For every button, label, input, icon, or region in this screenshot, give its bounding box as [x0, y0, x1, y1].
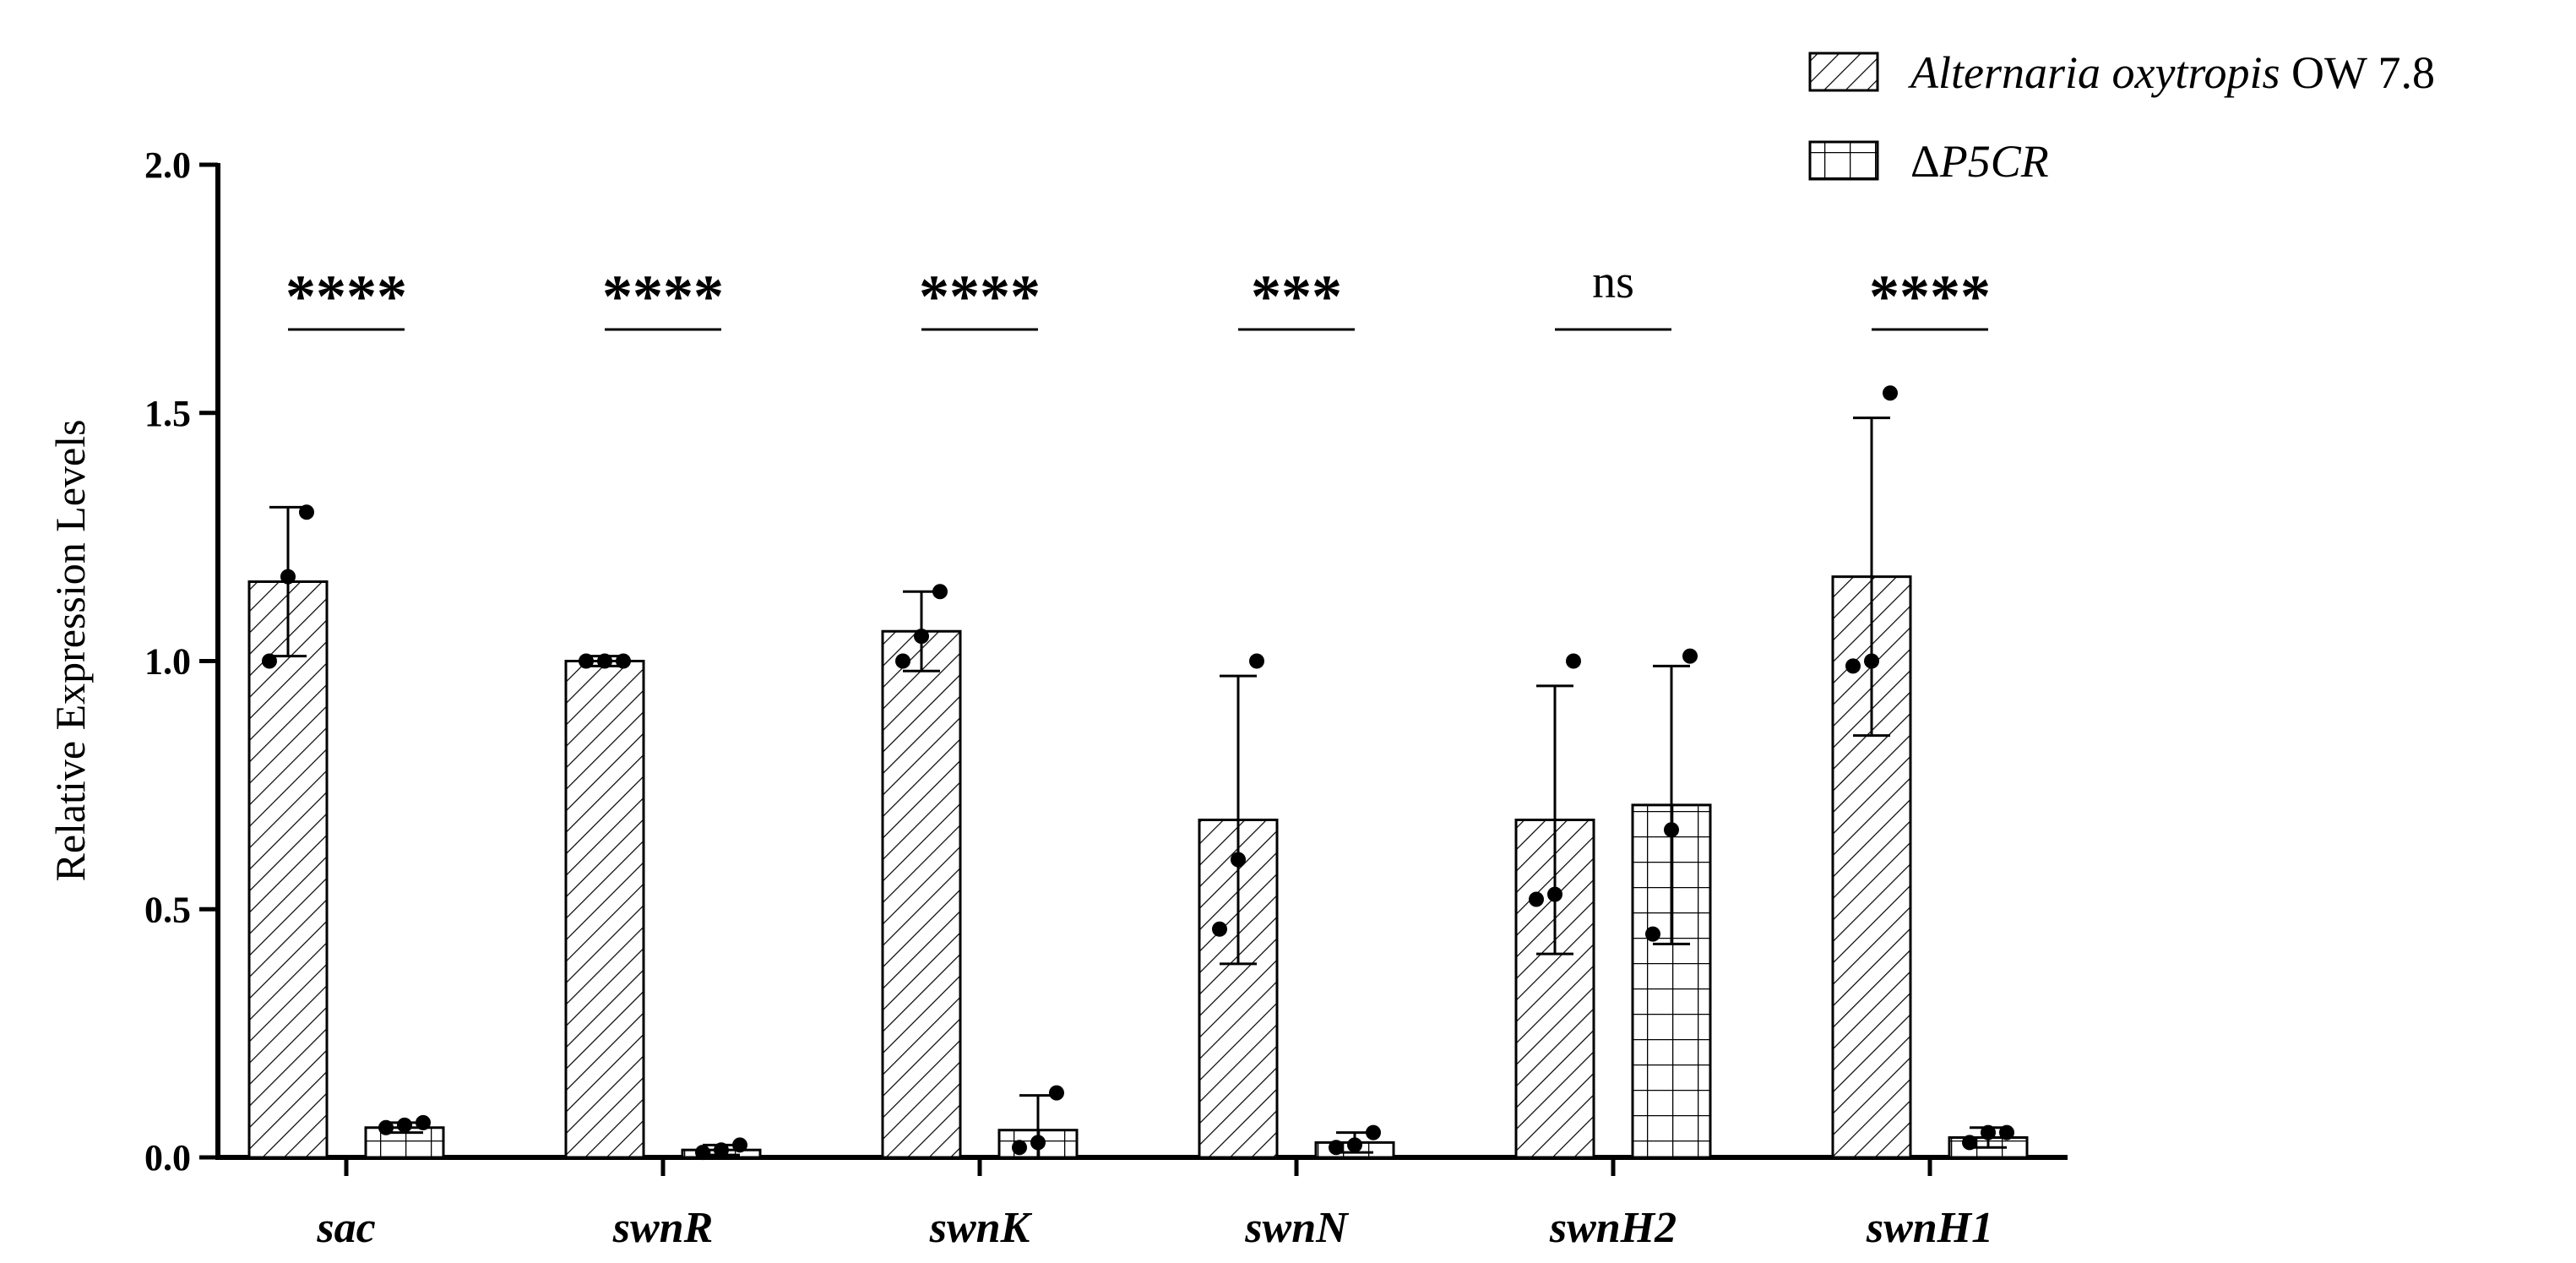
data-point [1547, 886, 1562, 902]
data-point [1529, 891, 1544, 907]
data-point [1231, 852, 1246, 868]
x-tick-label: swnH1 [1866, 1204, 1993, 1252]
y-tick-label: 1.0 [144, 641, 191, 683]
data-point [1664, 822, 1679, 838]
data-point [579, 653, 594, 669]
y-tick-label: 0.5 [144, 889, 191, 930]
data-point [1030, 1135, 1046, 1151]
data-point [1962, 1135, 1977, 1151]
legend-label: Alternaria oxytropis OW 7.8 [1908, 47, 2435, 98]
data-point [378, 1119, 394, 1135]
data-point [1883, 385, 1898, 401]
x-tick-label: swnH2 [1549, 1204, 1677, 1252]
data-point [1999, 1124, 2014, 1141]
bar [564, 660, 645, 1159]
bar [247, 580, 329, 1159]
x-tick-label: swnR [612, 1204, 714, 1252]
data-point [262, 653, 277, 669]
x-tick-label: swnK [929, 1204, 1033, 1252]
x-tick-label: swnN [1244, 1204, 1350, 1252]
data-point [299, 504, 314, 520]
data-point [1981, 1124, 1996, 1141]
bar [881, 629, 962, 1159]
data-point [895, 653, 910, 669]
legend-label: ΔP5CR [1910, 136, 2049, 187]
significance-label: **** [919, 263, 1041, 330]
significance-annotations: **** **** **** *** ns **** [285, 256, 1991, 331]
data-point [1329, 1140, 1344, 1156]
data-point [1212, 921, 1227, 937]
data-point [714, 1142, 729, 1158]
data-point [597, 653, 612, 669]
significance-label: **** [1869, 263, 1991, 330]
bars [247, 385, 2029, 1161]
data-point [280, 569, 296, 585]
significance-label: ns [1592, 256, 1634, 308]
axes: 0.0 0.5 1.0 1.5 2.0 sac swnR swnK swnN swnH2 swnH1 [144, 144, 2068, 1252]
data-point [1845, 658, 1861, 674]
data-point [1645, 926, 1660, 942]
legend-swatch [1808, 52, 1879, 92]
data-point [1366, 1124, 1381, 1141]
x-tick-label: sac [316, 1204, 375, 1252]
data-point [1682, 648, 1698, 664]
data-point [1049, 1085, 1064, 1101]
data-point [695, 1145, 710, 1161]
y-tick-label: 0.0 [144, 1137, 191, 1179]
bar [1631, 803, 1712, 1159]
legend: Alternaria oxytropis OW 7.8 ΔP5CR [1808, 47, 2435, 187]
data-point [1249, 653, 1264, 669]
data-point [932, 584, 948, 600]
y-tick-label: 2.0 [144, 144, 191, 186]
data-point [1566, 653, 1581, 669]
data-point [1347, 1137, 1362, 1153]
legend-swatch [1808, 140, 1879, 181]
y-axis-label: Relative Expression Levels [46, 419, 94, 881]
significance-label: **** [602, 263, 724, 330]
significance-label: *** [1251, 263, 1342, 330]
data-point [397, 1117, 412, 1133]
data-point [416, 1114, 431, 1130]
data-point [732, 1137, 747, 1153]
data-point [616, 653, 631, 669]
data-point [1864, 653, 1879, 669]
data-point [1012, 1140, 1027, 1156]
significance-label: **** [285, 263, 407, 330]
y-tick-label: 1.5 [144, 393, 191, 434]
data-point [914, 629, 929, 645]
